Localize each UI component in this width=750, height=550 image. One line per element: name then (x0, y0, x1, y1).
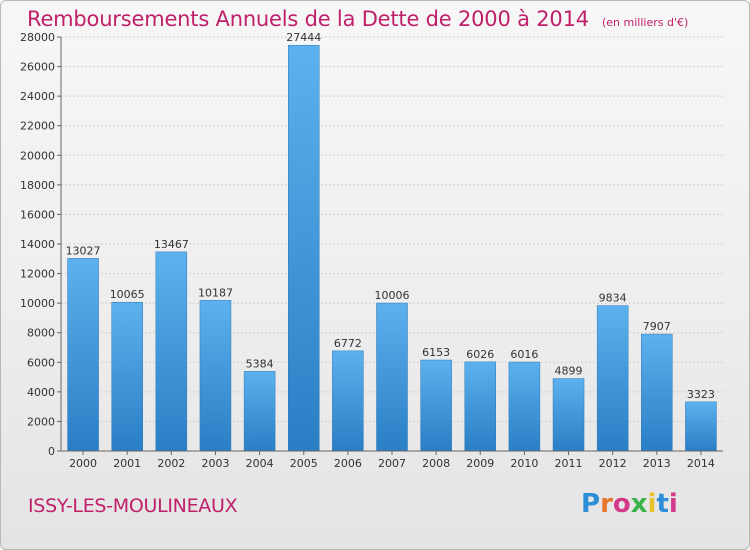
x-tick-label: 2013 (643, 457, 671, 470)
value-label: 5384 (246, 357, 274, 370)
logo-letter: t (656, 489, 669, 519)
bars: 13027 10065 13467 10187 5384 27444 6772 10006 61… (66, 31, 717, 452)
y-tick-label: 8000 (27, 327, 55, 340)
value-label: 7907 (643, 320, 671, 333)
proxiti-logo[interactable]: Proxiti (581, 489, 678, 519)
bar-2007[interactable] (376, 302, 408, 452)
y-tick-label: 2000 (27, 415, 55, 428)
x-tick-label: 2014 (687, 457, 715, 470)
x-tick-label: 2004 (246, 457, 274, 470)
bar-2012[interactable] (596, 305, 629, 452)
x-axis: 2000 2001 2002 2003 2004 2005 2006 2007 2008 2009… (61, 450, 723, 470)
value-label: 13027 (66, 244, 101, 257)
x-tick-label: 2007 (378, 457, 406, 470)
x-tick-label: 2011 (555, 457, 583, 470)
x-tick-label: 2010 (510, 457, 538, 470)
bar-2003[interactable] (199, 300, 232, 452)
bar-2010[interactable] (508, 361, 541, 452)
value-label: 10187 (198, 286, 233, 299)
value-label: 6153 (422, 346, 450, 359)
y-tick-label: 14000 (20, 238, 55, 251)
logo-letter: i (647, 489, 657, 519)
value-label: 6026 (466, 348, 494, 361)
y-tick-label: 4000 (27, 386, 55, 399)
value-label: 9834 (599, 292, 627, 305)
value-label: 27444 (286, 31, 321, 44)
x-tick-label: 2000 (69, 457, 97, 470)
bar-2011[interactable] (552, 378, 585, 452)
value-label: 3323 (687, 388, 715, 401)
x-tick-label: 2003 (201, 457, 229, 470)
y-tick-label: 10000 (20, 297, 55, 310)
value-label: 10006 (375, 289, 410, 302)
y-tick-label: 26000 (20, 61, 55, 74)
title-line: Remboursements Annuels de la Dette de 20… (27, 7, 688, 31)
y-tick-label: 22000 (20, 120, 55, 133)
value-label: 6016 (510, 348, 538, 361)
logo-letter: r (600, 489, 613, 519)
x-tick-label: 2008 (422, 457, 450, 470)
logo-letter: i (668, 489, 678, 519)
location-label: ISSY-LES-MOULINEAUX (28, 495, 238, 517)
bar-2013[interactable] (641, 333, 673, 452)
y-tick-label: 0 (48, 445, 55, 458)
value-label: 13467 (154, 238, 189, 251)
value-label: 4899 (555, 365, 583, 378)
bar-2006[interactable] (332, 350, 364, 452)
chart-title: Remboursements Annuels de la Dette de 20… (27, 7, 589, 31)
y-tick-label: 24000 (20, 90, 55, 103)
y-tick-label: 28000 (20, 31, 55, 44)
x-tick-label: 2001 (113, 457, 141, 470)
bar-2009[interactable] (464, 361, 497, 452)
bar-2005[interactable] (287, 44, 320, 452)
y-axis: 0 2000 4000 6000 8000 10000 12000 14000 16000 180… (20, 31, 62, 458)
y-tick-label: 6000 (27, 356, 55, 369)
y-tick-label: 18000 (20, 179, 55, 192)
bar-2014[interactable] (685, 401, 717, 452)
logo-letter: x (630, 489, 648, 519)
bar-2001[interactable] (111, 301, 143, 452)
logo-letter: P (581, 489, 601, 519)
value-label: 6772 (334, 337, 362, 350)
bar-2002[interactable] (155, 251, 188, 452)
bar-2004[interactable] (243, 371, 276, 452)
chart-subtitle: (en milliers d'€) (602, 16, 689, 29)
value-label: 10065 (110, 288, 145, 301)
x-tick-label: 2006 (334, 457, 362, 470)
y-tick-label: 16000 (20, 208, 55, 221)
y-tick-label: 12000 (20, 268, 55, 281)
y-tick-label: 20000 (20, 149, 55, 162)
logo-letter: o (612, 489, 631, 519)
x-tick-label: 2012 (599, 457, 627, 470)
x-tick-label: 2005 (290, 457, 318, 470)
x-tick-label: 2009 (466, 457, 494, 470)
bar-2000[interactable] (67, 258, 99, 452)
bar-2008[interactable] (420, 359, 452, 452)
x-tick-label: 2002 (157, 457, 185, 470)
